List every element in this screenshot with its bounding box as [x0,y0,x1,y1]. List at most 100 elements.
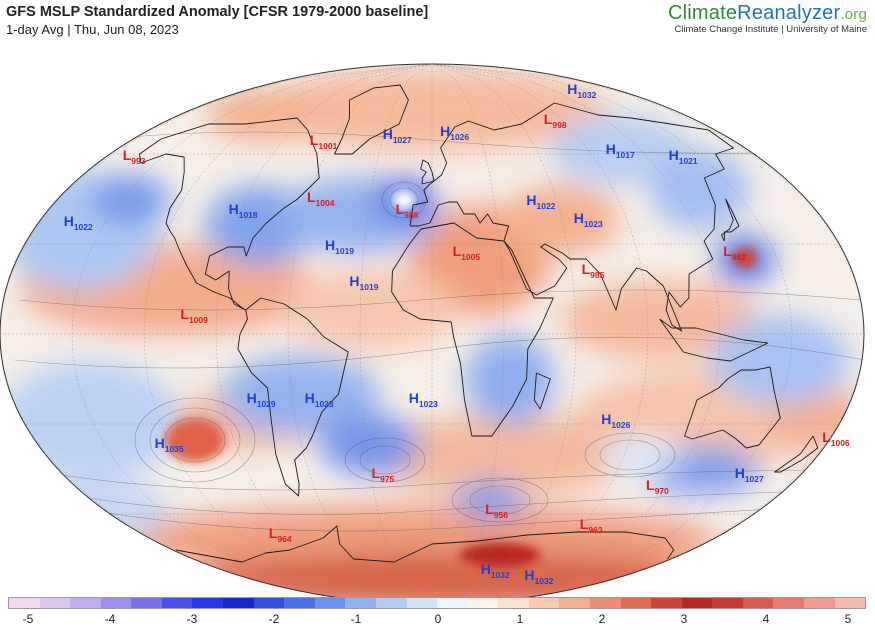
colorbar-swatch [406,598,438,608]
colorbar-tick-label: -5 [22,612,34,626]
colorbar-swatch [742,598,774,608]
anomaly-warm-atlantic [280,270,460,350]
colorbar [8,597,866,609]
center-letter: L [269,525,278,541]
high-pressure-center: H1029 [247,390,276,409]
center-letter: H [305,390,315,406]
high-label: H1022 [526,192,555,211]
continent-north-america [139,117,320,311]
high-pressure-center: H1018 [229,201,258,220]
high-label: H1017 [606,141,635,160]
center-pressure-value: 993 [131,156,145,166]
center-letter: L [646,477,655,493]
anomaly-warm-southatl [360,415,640,495]
center-letter: L [822,429,831,445]
colorbar-swatch [314,598,346,608]
low-label: L982 [723,243,746,262]
colorbar-tick-label: 1 [516,612,524,626]
center-letter: H [524,567,534,583]
high-label: H1032 [567,81,596,100]
high-label: H1029 [247,390,276,409]
map-subtitle: 1-day Avg | Thu, Jun 08, 2023 [6,22,179,37]
high-pressure-center: H1017 [606,141,635,160]
colorbar-swatch [9,598,40,608]
high-pressure-center: H1023 [305,390,334,409]
high-pressure-center: H1021 [669,147,698,166]
continent-outlines [139,84,819,563]
center-pressure-value: 1019 [360,282,379,292]
center-pressure-value: 970 [655,486,669,496]
colorbar-swatch [589,598,621,608]
center-letter: L [396,201,405,217]
center-pressure-value: 1019 [335,246,354,256]
center-letter: L [544,111,553,127]
center-pressure-value: 1026 [611,420,630,430]
anomaly-cool-mongolia [650,150,750,230]
anomaly-core-low982 [733,248,757,268]
high-label: H1021 [669,147,698,166]
continent-japan [721,198,740,242]
center-letter: H [383,126,393,142]
high-pressure-center: H1026 [440,123,469,142]
colorbar-swatch [131,598,162,608]
continent-new-zealand [774,435,819,473]
isobars [14,131,864,532]
low-label: L985 [582,261,605,280]
colorbar-tick-label: 4 [762,612,770,626]
anomaly-warm-arctic [250,70,610,150]
brand-logo[interactable]: ClimateReanalyzer.org Climate Change Ins… [668,2,867,35]
center-pressure-value: 998 [552,120,566,130]
center-pressure-value: 975 [380,474,394,484]
low-pressure-center: L1001 [310,132,338,151]
colorbar-swatch [39,598,71,608]
anomaly-cool-westpac [710,315,850,405]
center-pressure-value: 1018 [239,210,258,220]
center-letter: L [310,132,319,148]
low-label: L998 [544,111,567,130]
low-pressure-center: L970 [646,477,669,496]
anomaly-cores [165,190,757,567]
continent-antarctica [176,525,675,563]
colorbar-tick-label: 3 [680,612,688,626]
colorbar-swatch [620,598,652,608]
high-label: H1023 [305,390,334,409]
colorbar-swatch [804,598,835,608]
center-pressure-value: 1022 [537,201,556,211]
colorbar-swatch [161,598,193,608]
low-label: L1005 [453,243,481,262]
anomaly-cool-southpac [0,360,180,480]
center-letter: H [481,561,491,577]
colorbar-swatch [192,598,224,608]
anomaly-cool-ross [30,480,170,540]
colorbar-swatch [498,598,529,608]
high-label: H1026 [601,411,630,430]
anomaly-core-antarctic [460,543,540,567]
anomaly-cool-lowcenter [455,482,525,518]
high-pressure-center: H1032 [481,561,510,580]
low-label: L1004 [307,189,335,208]
center-letter: H [669,147,679,163]
colorbar-swatch [712,598,743,608]
continent-europe-asia [409,102,734,332]
continent-indonesia [659,318,769,362]
colorbar-swatch [651,598,682,608]
center-pressure-value: 1032 [577,90,596,100]
center-pressure-value: 1035 [165,444,184,454]
center-letter: L [453,243,462,259]
center-pressure-value: 1023 [419,399,438,409]
high-label: H1019 [349,273,378,292]
globe-body [0,64,864,604]
center-pressure-value: 988 [404,210,418,220]
low-pressure-center: L956 [485,501,508,520]
colorbar-swatch [681,598,713,608]
high-pressure-center: H1032 [567,81,596,100]
high-label: H1023 [409,390,438,409]
high-pressure-center: H1027 [735,465,764,484]
center-pressure-value: 1023 [315,399,334,409]
brand-part-climate: Climate [667,2,738,24]
anomaly-cool-gulfak [90,175,170,225]
center-letter: L [307,189,316,205]
high-label: H1032 [524,567,553,586]
low-pressure-center: L963 [580,516,603,535]
